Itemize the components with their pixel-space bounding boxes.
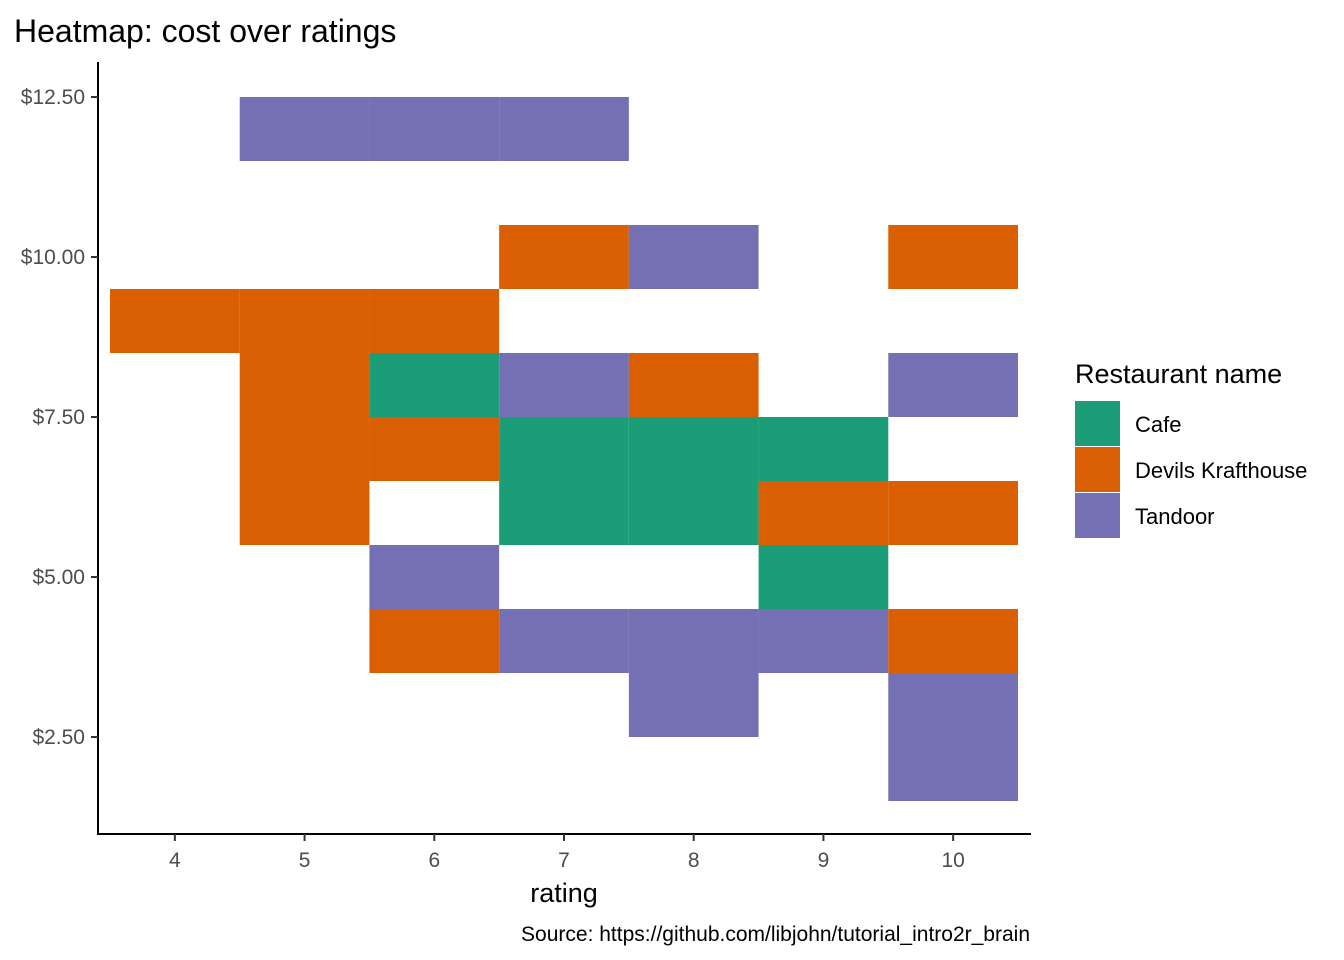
heatmap-cell-tandoor [369, 97, 500, 161]
heatmap-cell-cafe [369, 353, 500, 417]
heatmap-cell-devils-krafthouse [888, 481, 1018, 545]
x-tick-label: 10 [941, 849, 964, 872]
legend-key-tandoor [1075, 493, 1120, 538]
y-tick-label: $5.00 [32, 566, 85, 589]
x-tick-label: 9 [818, 849, 830, 872]
y-tick-label: $10.00 [21, 246, 85, 269]
heatmap-cell-tandoor [499, 97, 629, 161]
heatmap-cell-tandoor [758, 609, 889, 673]
legend: Restaurant name Cafe Devils Krafthouse Tan… [1075, 359, 1307, 538]
x-axis: 4 5 6 7 8 9 10 [169, 834, 965, 872]
x-tick-label: 5 [299, 849, 311, 872]
heatmap-cell-devils-krafthouse [239, 481, 370, 545]
heatmap-cell-devils-krafthouse [239, 417, 370, 481]
heatmap-cell-cafe [628, 417, 759, 481]
heatmap-cell-tandoor [628, 225, 759, 289]
heatmap-cell-devils-krafthouse [888, 225, 1018, 289]
chart-caption: Source: https://github.com/libjohn/tutor… [521, 923, 1030, 946]
heatmap-cell-devils-krafthouse [369, 609, 500, 673]
legend-title: Restaurant name [1075, 359, 1282, 389]
heatmap-cell-tandoor [628, 609, 759, 673]
heatmap-cell-cafe [628, 481, 759, 545]
legend-label-cafe: Cafe [1135, 412, 1181, 437]
heatmap-cell-tandoor [888, 353, 1018, 417]
legend-key-cafe [1075, 401, 1120, 446]
chart-title: Heatmap: cost over ratings [14, 13, 396, 49]
legend-key-devils-krafthouse [1075, 447, 1120, 492]
heatmap-cell-devils-krafthouse [239, 353, 370, 417]
heatmap-cell-devils-krafthouse [888, 609, 1018, 673]
x-axis-title: rating [530, 878, 598, 908]
heatmap-cell-devils-krafthouse [369, 289, 500, 353]
heatmap-cells [110, 97, 1018, 801]
legend-label-tandoor: Tandoor [1135, 504, 1215, 529]
x-tick-label: 4 [169, 849, 181, 872]
heatmap-cell-cafe [758, 417, 889, 481]
heatmap-cell-tandoor [239, 97, 370, 161]
x-tick-label: 6 [428, 849, 440, 872]
legend-entries: Cafe Devils Krafthouse Tandoor [1075, 401, 1307, 538]
heatmap-cell-devils-krafthouse [758, 481, 889, 545]
y-tick-label: $12.50 [21, 86, 85, 109]
x-tick-label: 8 [688, 849, 700, 872]
heatmap-cell-tandoor [369, 545, 500, 609]
heatmap-cell-cafe [758, 545, 889, 609]
heatmap-cell-devils-krafthouse [110, 289, 240, 353]
y-tick-label: $2.50 [32, 726, 85, 749]
y-tick-label: $7.50 [32, 406, 85, 429]
heatmap-cell-cafe [499, 481, 629, 545]
y-axis: $2.50 $5.00 $7.50 $10.00 $12.50 [21, 86, 98, 749]
heatmap-cell-cafe [499, 417, 629, 481]
heatmap-cell-devils-krafthouse [628, 353, 759, 417]
heatmap-cell-tandoor [888, 673, 1018, 737]
heatmap-cell-devils-krafthouse [239, 289, 370, 353]
legend-label-devils-krafthouse: Devils Krafthouse [1135, 458, 1307, 483]
heatmap-cell-tandoor [499, 353, 629, 417]
heatmap-cell-tandoor [888, 737, 1018, 801]
x-tick-label: 7 [558, 849, 570, 872]
heatmap-cell-tandoor [499, 609, 629, 673]
heatmap-cell-devils-krafthouse [369, 417, 500, 481]
heatmap-cell-tandoor [628, 673, 759, 737]
heatmap-cell-devils-krafthouse [499, 225, 629, 289]
